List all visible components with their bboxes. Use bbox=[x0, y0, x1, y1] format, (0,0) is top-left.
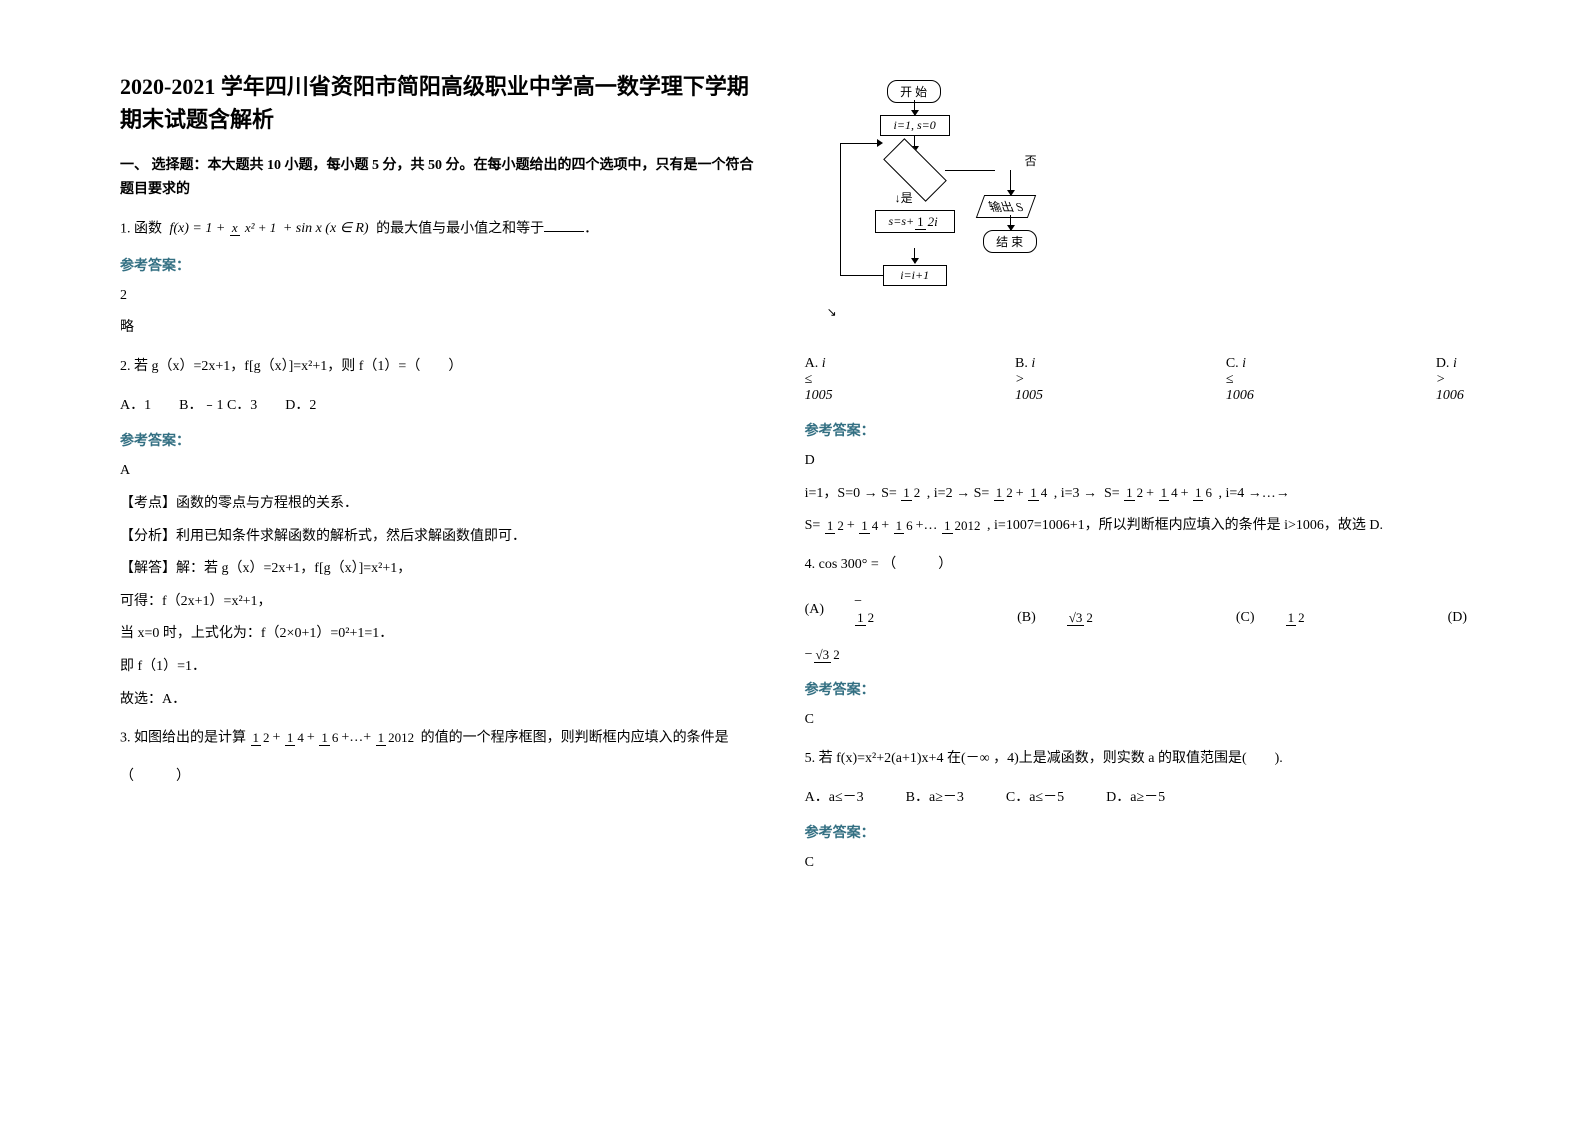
fc-yes-label: ↓是 bbox=[895, 189, 913, 206]
fc-decision bbox=[883, 138, 947, 202]
q1-answer-value: 2 bbox=[120, 283, 765, 310]
section-heading: 一、 选择题：本大题共 10 小题，每小题 5 分，共 50 分。在每小题给出的… bbox=[120, 154, 765, 202]
q2-point: 【考点】函数的零点与方程根的关系． bbox=[120, 491, 765, 518]
flowchart-diagram: 开 始 i=1, s=0 否 ↓是 s=s+12i i=i+1 输出 S 结 束… bbox=[845, 80, 1105, 340]
q2-analysis: 【分析】利用已知条件求解函数的解析式，然后求解函数值即可． bbox=[120, 524, 765, 551]
q2-answer-value: A bbox=[120, 458, 765, 485]
q2-answer-label: 参考答案： bbox=[120, 430, 765, 450]
q3-explain-line1: i=1，S=0 → S= 12 , i=2 → S= 12+ 14 , i=3 … bbox=[805, 481, 1467, 508]
fc-no-label: 否 bbox=[1025, 152, 1037, 169]
q1-formula-rest: + sin x (x ∈ R) bbox=[283, 221, 369, 236]
q4-answer-label: 参考答案： bbox=[805, 679, 1467, 699]
q5-choices: A．a≤－3 B．a≥－3 C．a≤－5 D．a≥－5 bbox=[805, 784, 1467, 812]
q1-answer-label: 参考答案： bbox=[120, 255, 765, 275]
question-1: 1. 函数 f(x) = 1 + x x² + 1 + sin x (x ∈ R… bbox=[120, 216, 765, 243]
q1-answer-note: 略 bbox=[120, 315, 765, 342]
fc-init: i=1, s=0 bbox=[880, 115, 950, 136]
q4-options-row1: (A) −12 (B) √32 (C) 12 (D) bbox=[805, 594, 1467, 626]
question-3: 3. 如图给出的是计算 12+ 14+ 16+…+ 12012 的值的一个程序框… bbox=[120, 725, 765, 752]
q3-answer-value: D bbox=[805, 448, 1467, 475]
q4-option-d-value: −√32 bbox=[805, 642, 1467, 669]
page-title: 2020-2021 学年四川省资阳市简阳高级职业中学高一数学理下学期期末试题含解… bbox=[120, 70, 765, 136]
question-5: 5. 若 f(x)=x²+2(a+1)x+4 在(－∞ ，4)上是减函数，则实数… bbox=[805, 746, 1467, 773]
q2-solve-l4: 即 f（1）=1． bbox=[120, 654, 765, 681]
q2-solve-l2: 可得：f（2x+1）=x²+1， bbox=[120, 589, 765, 616]
q2-choices: A．1 B．﹣1 C．3 D．2 bbox=[120, 392, 765, 420]
q3-answer-label: 参考答案： bbox=[805, 420, 1467, 440]
question-2: 2. 若 g（x）=2x+1，f[g（x）]=x²+1，则 f（1）=（ ） bbox=[120, 354, 765, 381]
q2-solve-l3: 当 x=0 时，上式化为：f（2×0+1）=0²+1=1． bbox=[120, 621, 765, 648]
fc-output: 输出 S bbox=[975, 195, 1035, 218]
fc-step2: i=i+1 bbox=[883, 265, 947, 286]
q1-suffix: 的最大值与最小值之和等于 bbox=[376, 221, 544, 236]
q3-options: A. i ≤ 1005 B. i > 1005 C. i ≤ 1006 D. i… bbox=[805, 356, 1467, 404]
q2-solve-l5: 故选：A． bbox=[120, 687, 765, 714]
fc-step1: s=s+12i bbox=[875, 210, 955, 233]
q1-prefix: 1. 函数 bbox=[120, 221, 162, 236]
q2-solve: 【解答】解：若 g（x）=2x+1，f[g（x）]=x²+1， bbox=[120, 556, 765, 583]
q1-fraction: x x² + 1 bbox=[230, 221, 278, 235]
q4-answer-value: C bbox=[805, 707, 1467, 734]
question-4: 4. cos 300° = （ ） bbox=[805, 552, 1467, 579]
q3-suffix: （ ） bbox=[120, 764, 765, 791]
right-column: 开 始 i=1, s=0 否 ↓是 s=s+12i i=i+1 输出 S 结 束… bbox=[785, 70, 1487, 1052]
q5-answer-value: C bbox=[805, 850, 1467, 877]
q1-formula-lhs: f(x) = 1 + bbox=[170, 221, 226, 236]
left-column: 2020-2021 学年四川省资阳市简阳高级职业中学高一数学理下学期期末试题含解… bbox=[100, 70, 785, 1052]
fc-end: 结 束 bbox=[983, 230, 1037, 253]
q5-answer-label: 参考答案： bbox=[805, 822, 1467, 842]
q3-explain-line2: S= 12+ 14+ 16+… 12012 , i=1007=1006+1，所以… bbox=[805, 513, 1467, 540]
